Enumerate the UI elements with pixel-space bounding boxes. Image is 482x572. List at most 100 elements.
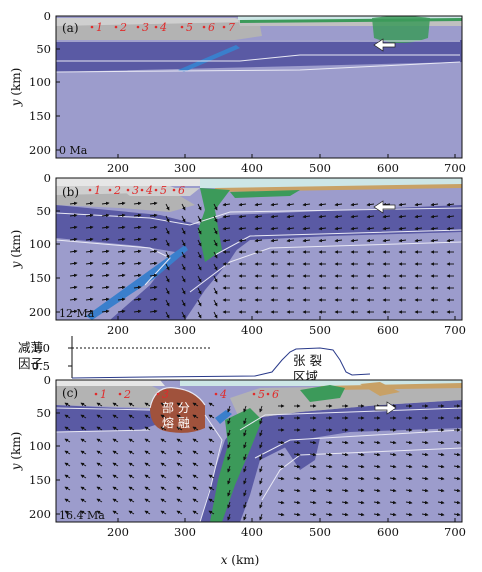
velocity-arrow (341, 452, 349, 457)
velocity-arrow (181, 263, 186, 271)
velocity-arrow (96, 498, 103, 503)
velocity-arrow (309, 476, 317, 481)
velocity-arrow (421, 512, 429, 517)
marker-dot (266, 392, 270, 396)
thinning-tick-05: 0.5 (32, 359, 50, 373)
velocity-arrow (421, 464, 429, 469)
velocity-arrow (208, 426, 215, 431)
velocity-arrow (101, 309, 110, 314)
y-tick-label: 200 (29, 143, 51, 157)
velocity-arrow (405, 476, 413, 481)
x-tick-label: 600 (377, 525, 399, 539)
velocity-arrow (112, 510, 119, 515)
velocity-arrow (259, 417, 263, 425)
velocity-arrow (117, 237, 126, 242)
velocity-arrow (398, 214, 407, 219)
velocity-vectors (64, 402, 461, 521)
marker-dot (108, 188, 112, 192)
upper-crust-layer (56, 18, 250, 26)
velocity-arrow (309, 512, 317, 517)
velocity-arrow (430, 214, 439, 219)
velocity-arrow (357, 500, 365, 505)
velocity-arrow (437, 476, 445, 481)
velocity-arrow (117, 273, 126, 278)
marker-dot (156, 392, 160, 396)
velocity-arrow (101, 261, 110, 266)
marker-number: 4 (159, 21, 167, 34)
velocity-arrow (302, 214, 311, 219)
x-tick-label: 400 (241, 323, 263, 337)
velocity-arrow (96, 510, 103, 515)
velocity-arrow (165, 311, 170, 319)
velocity-arrow (254, 202, 263, 207)
velocity-arrow (254, 214, 263, 219)
velocity-arrow (128, 474, 135, 479)
velocity-arrow (453, 452, 461, 457)
marker-number: 4 (219, 388, 227, 401)
velocity-arrow (192, 426, 199, 431)
velocity-arrow (80, 414, 87, 419)
velocity-arrow (405, 500, 413, 505)
velocity-arrow (357, 512, 365, 517)
panel-b-label: (b) (62, 185, 79, 199)
velocity-arrow (176, 450, 183, 455)
velocity-arrow (133, 273, 142, 278)
velocity-arrow (80, 510, 87, 515)
sea-layer (238, 16, 462, 20)
velocity-arrow (176, 474, 183, 479)
velocity-arrow (64, 414, 71, 419)
y-tick-label: 200 (29, 507, 51, 521)
velocity-arrow (293, 440, 301, 445)
velocity-arrow (373, 512, 381, 517)
velocity-arrow (446, 238, 455, 243)
velocity-arrow (101, 297, 110, 302)
velocity-arrow (334, 226, 343, 231)
panel-a-time: 0 Ma (59, 144, 88, 157)
velocity-arrow (64, 474, 71, 479)
velocity-arrow (414, 238, 423, 243)
velocity-arrow (293, 452, 301, 457)
velocity-arrow (389, 452, 397, 457)
velocity-arrow (160, 414, 167, 419)
y-tick-label: 150 (29, 473, 51, 487)
marker-number: 3 (142, 21, 149, 34)
velocity-arrow (117, 285, 126, 290)
velocity-arrow (453, 512, 461, 517)
marker-dot (214, 392, 218, 396)
velocity-arrow (293, 464, 301, 469)
velocity-arrow (117, 297, 126, 302)
velocity-arrow (197, 263, 202, 271)
velocity-arrow (64, 486, 71, 491)
velocity-arrow (382, 214, 391, 219)
velocity-arrow (176, 462, 183, 467)
velocity-arrow (176, 414, 183, 419)
velocity-arrow (208, 450, 215, 455)
x-tick-label: 600 (377, 161, 399, 175)
velocity-arrow (213, 215, 218, 223)
velocity-arrow (238, 226, 247, 231)
velocity-arrow (421, 476, 429, 481)
velocity-arrow (238, 202, 247, 207)
velocity-arrow (133, 261, 142, 266)
velocity-arrow (101, 285, 110, 290)
velocity-arrow (238, 238, 247, 243)
velocity-arrow (421, 500, 429, 505)
velocity-arrow (254, 238, 263, 243)
velocity-arrow (160, 426, 167, 431)
velocity-arrow (117, 261, 126, 266)
velocity-arrow (69, 309, 78, 314)
velocity-arrow (350, 202, 359, 207)
terrane-block (372, 16, 430, 43)
y-tick-label: 100 (29, 439, 51, 453)
velocity-arrow (341, 440, 349, 445)
velocity-arrow (69, 273, 78, 278)
velocity-arrow (373, 440, 381, 445)
velocity-arrow (112, 450, 119, 455)
velocity-arrow (144, 510, 151, 515)
velocity-arrow (181, 287, 186, 295)
velocity-arrow (96, 414, 103, 419)
velocity-arrow (259, 441, 263, 449)
velocity-arrow (144, 426, 151, 431)
marker-number: 5 (160, 184, 167, 197)
velocity-arrow (208, 474, 215, 479)
